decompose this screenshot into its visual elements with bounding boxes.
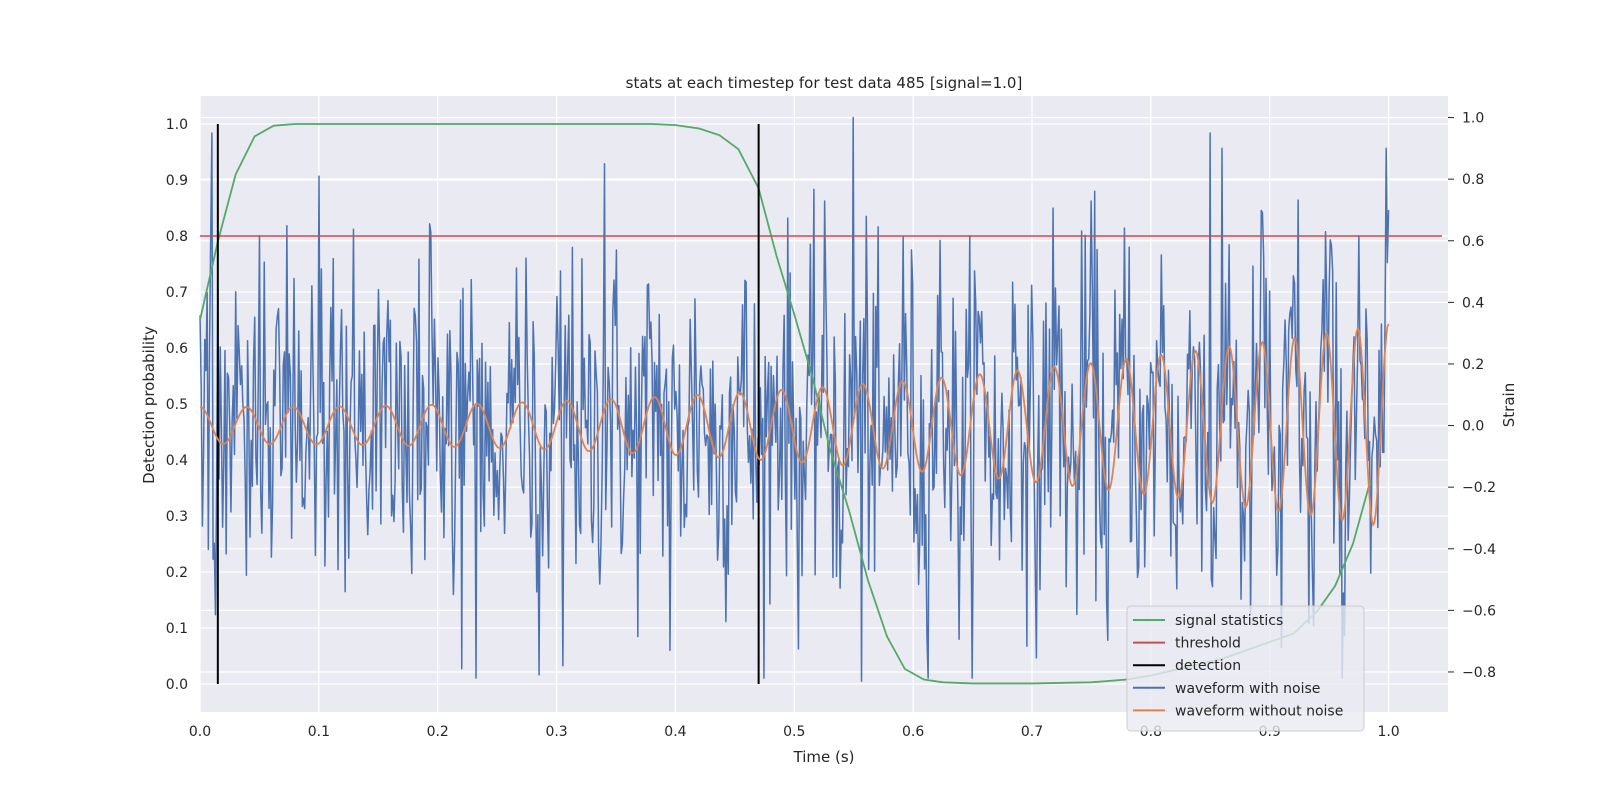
y-tick-label: 0.5: [166, 397, 188, 413]
y2-tick-label: −0.2: [1462, 480, 1496, 496]
x-tick-label: 0.3: [545, 724, 567, 740]
y-tick-label: 0.3: [166, 509, 188, 525]
legend-label: waveform without noise: [1175, 703, 1343, 719]
y2-axis-title: Strain: [1500, 383, 1518, 427]
legend-label: waveform with noise: [1175, 681, 1320, 697]
y2-tick-label: −0.8: [1462, 665, 1496, 681]
y-tick-label: 0.4: [166, 453, 188, 469]
y-tick-label: 0.7: [166, 285, 188, 301]
axes-layer: 0.0 0.1 0.2 0.3 0.4 0.5 0.6 0.7 0.8 0.9 1.0 0.0 0.1 0…: [166, 111, 1496, 740]
y2-tick-label: −0.6: [1462, 603, 1496, 619]
legend-label: threshold: [1175, 636, 1241, 652]
legend-label: signal statistics: [1175, 613, 1283, 629]
y2-tick-label: −0.4: [1462, 542, 1496, 558]
x-tick-label: 0.4: [664, 724, 686, 740]
y-tick-label: 0.0: [166, 677, 188, 693]
y2-tick-label: 0.4: [1462, 295, 1484, 311]
y-axis-title: Detection probability: [140, 326, 158, 484]
x-tick-label: 0.0: [189, 724, 211, 740]
x-tick-label: 0.6: [902, 724, 924, 740]
series-waveform-without-noise: [199, 323, 1390, 527]
legend-label: detection: [1175, 658, 1241, 674]
y2-tick-label: 0.6: [1462, 234, 1484, 250]
y-tick-label: 1.0: [166, 117, 188, 133]
x-tick-label: 0.7: [1021, 724, 1043, 740]
x-tick-label: 0.1: [308, 724, 330, 740]
y-tick-label: 0.6: [166, 341, 188, 357]
y-tick-label: 0.1: [166, 621, 188, 637]
y2-tick-label: 0.2: [1462, 357, 1484, 373]
x-axis-title: Time (s): [793, 748, 855, 766]
y-tick-label: 0.8: [166, 229, 188, 245]
x-tick-label: 0.2: [427, 724, 449, 740]
y2-tick-label: 0.8: [1462, 172, 1484, 188]
series-waveform-with-noise: [199, 116, 1390, 682]
chart-title: stats at each timestep for test data 485…: [626, 74, 1023, 92]
y-tick-label: 0.2: [166, 565, 188, 581]
y2-tick-label: 1.0: [1462, 111, 1484, 127]
legend: signal statistics threshold detection wavef…: [1126, 605, 1365, 732]
x-tick-label: 1.0: [1377, 724, 1399, 740]
y2-tick-label: 0.0: [1462, 419, 1484, 435]
legend-box: [1126, 605, 1365, 732]
x-tick-label: 0.5: [783, 724, 805, 740]
y-tick-label: 0.9: [166, 173, 188, 189]
